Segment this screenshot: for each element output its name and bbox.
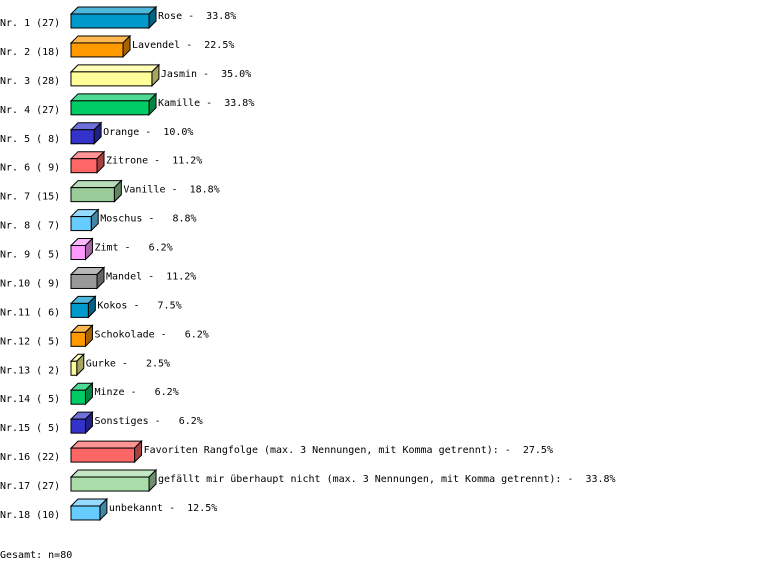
bar-value-label: Orange - 10.0% [103, 127, 193, 138]
row-label: Nr.16 (22) [0, 452, 60, 463]
bar-value-label: Kamille - 33.8% [158, 98, 254, 109]
row-label: Nr.12 ( 5) [0, 336, 60, 347]
bar-row: Nr.11 ( 6) Kokos - 7.5% [0, 295, 182, 319]
bar-value-label: Moschus - 8.8% [100, 214, 196, 225]
bar [70, 13, 150, 29]
bar [70, 42, 124, 58]
row-label: Nr.14 ( 5) [0, 394, 60, 405]
bar [70, 418, 86, 434]
bar-value-label: Zimt - 6.2% [94, 243, 172, 254]
row-label: Nr.10 ( 9) [0, 278, 60, 289]
bar-row: Nr. 2 (18) Lavendel - 22.5% [0, 34, 234, 59]
bar-top [69, 180, 123, 189]
bar-row: Nr. 4 (27) Kamille - 33.8% [0, 92, 254, 117]
bar [70, 273, 98, 289]
row-label: Nr. 9 ( 5) [0, 250, 60, 261]
bar-row: Nr.13 ( 2) Gurke - 2.5% [0, 353, 170, 377]
bar [70, 216, 92, 232]
row-label: Nr.11 ( 6) [0, 307, 60, 318]
bar-row: Nr.12 ( 5) Schokolade - 6.2% [0, 324, 209, 348]
bar-value-label: Sonstiges - 6.2% [94, 416, 202, 427]
bar-row: Nr. 6 ( 9) Zitrone - 11.2% [0, 150, 202, 174]
bar [70, 302, 89, 318]
bar [70, 476, 150, 492]
row-label: Nr. 4 (27) [0, 105, 60, 116]
row-label: Nr.17 (27) [0, 481, 60, 492]
bar-row: Nr. 9 ( 5) Zimt - 6.2% [0, 237, 173, 261]
bar-value-label: Rose - 33.8% [158, 11, 236, 22]
bar [70, 100, 150, 116]
bar [70, 447, 136, 463]
row-label: Nr.13 ( 2) [0, 365, 60, 376]
row-label: Nr.15 ( 5) [0, 423, 60, 434]
bar [70, 331, 86, 347]
bar [70, 129, 95, 145]
bar-row: Nr.18 (10) unbekannt - 12.5% [0, 497, 217, 522]
bar-value-label: Minze - 6.2% [94, 387, 178, 398]
bar-value-label: gefällt mir überhaupt nicht (max. 3 Nenn… [158, 474, 616, 485]
bar-value-label: unbekannt - 12.5% [109, 503, 217, 514]
bar-top [69, 469, 158, 478]
bar [70, 389, 86, 405]
row-label: Nr. 5 ( 8) [0, 134, 60, 145]
bar-value-label: Kokos - 7.5% [97, 300, 181, 311]
bar-value-label: Vanille - 18.8% [123, 185, 219, 196]
bar-value-label: Jasmin - 35.0% [161, 69, 251, 80]
bar-value-label: Schokolade - 6.2% [94, 329, 208, 340]
bar-row: Nr. 8 ( 7) Moschus - 8.8% [0, 208, 197, 232]
row-label: Nr. 7 (15) [0, 192, 60, 203]
row-label: Nr. 1 (27) [0, 18, 60, 29]
row-label: Nr. 2 (18) [0, 47, 60, 58]
bar-row: Nr. 7 (15) Vanille - 18.8% [0, 179, 220, 203]
bar-top [69, 35, 132, 44]
row-label: Nr. 8 ( 7) [0, 221, 60, 232]
bar [70, 71, 153, 87]
bar [70, 505, 101, 521]
bar-row: Nr.15 ( 5) Sonstiges - 6.2% [0, 410, 203, 435]
row-label: Nr. 6 ( 9) [0, 163, 60, 174]
bar [70, 360, 78, 376]
row-label: Nr. 3 (28) [0, 76, 60, 87]
total-label: Gesamt: n=80 [0, 550, 72, 561]
bar-row: Nr.10 ( 9) Mandel - 11.2% [0, 266, 196, 290]
bar-row: Nr.16 (22) Favoriten Rangfolge (max. 3 Ne… [0, 439, 553, 464]
bar-value-label: Gurke - 2.5% [86, 358, 170, 369]
bar-top [69, 64, 161, 73]
bar-value-label: Favoriten Rangfolge (max. 3 Nennungen, m… [144, 445, 553, 456]
bar [70, 187, 115, 203]
bar-row: Nr.17 (27) gefällt mir überhaupt nicht (m… [0, 468, 616, 493]
bar [70, 245, 86, 261]
row-label: Nr.18 (10) [0, 510, 60, 521]
bar-row: Nr.14 ( 5) Minze - 6.2% [0, 382, 179, 406]
bar-top [69, 93, 158, 102]
bar-row: Nr. 5 ( 8) Orange - 10.0% [0, 121, 193, 145]
bar-top [69, 440, 143, 449]
bar-top [69, 6, 158, 15]
bar [70, 158, 98, 174]
bar-value-label: Mandel - 11.2% [106, 271, 196, 282]
bar-value-label: Zitrone - 11.2% [106, 156, 202, 167]
bar-row: Nr. 1 (27) Rose - 33.8% [0, 5, 236, 30]
bar-row: Nr. 3 (28) Jasmin - 35.0% [0, 63, 251, 88]
bar-value-label: Lavendel - 22.5% [132, 40, 234, 51]
